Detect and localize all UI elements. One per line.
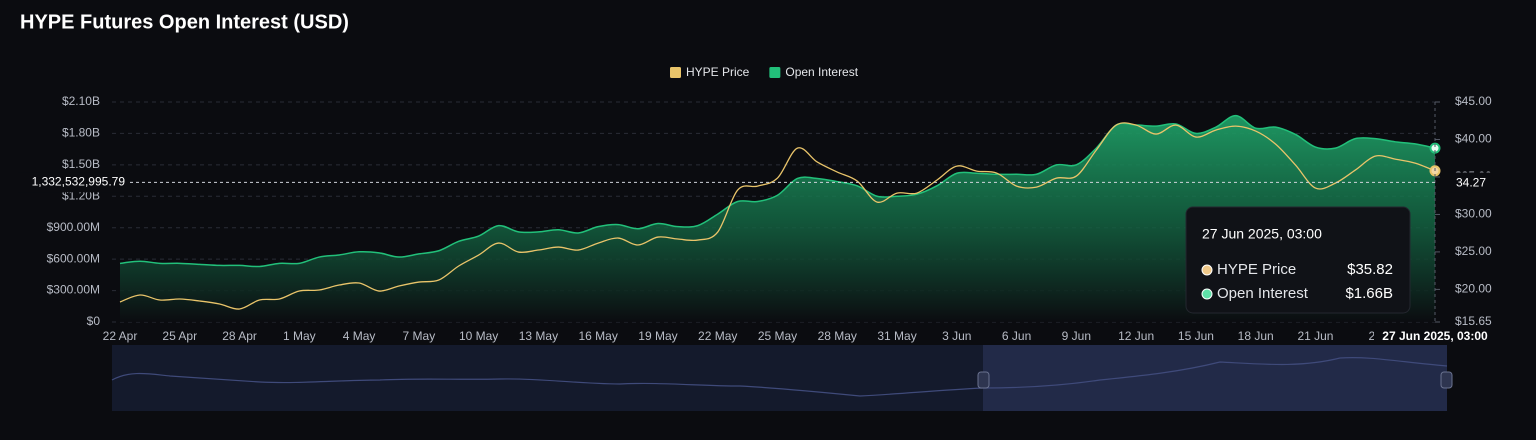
- navigator-selection[interactable]: [983, 345, 1447, 411]
- tooltip-dot: [1201, 264, 1213, 276]
- line: [119, 114, 1436, 268]
- y2-tick-label: $40.00: [1455, 132, 1492, 146]
- x-tick-label: 1 May: [283, 329, 316, 343]
- x-tick-label: 22 May: [698, 329, 737, 343]
- legend-swatch[interactable]: [670, 67, 681, 78]
- y2-tick-label: $15.65: [1455, 314, 1492, 328]
- legend-swatch[interactable]: [769, 67, 781, 78]
- x-tick-label: 13 May: [519, 329, 558, 343]
- x-tick-label: 7 May: [403, 329, 436, 343]
- y2-tick-label: $45.00: [1455, 94, 1492, 108]
- axes: $0$300.00M$600.00M$900.00M$1.20B$1.50B$1…: [18, 65, 1498, 347]
- chart-title: HYPE Futures Open Interest (USD): [20, 11, 349, 33]
- tooltip-series-name: HYPE Price: [1217, 261, 1296, 278]
- y2-tick-label: $20.00: [1455, 282, 1492, 296]
- legend: HYPE Price Open Interest: [670, 65, 859, 79]
- y-tick-label: $0: [87, 314, 101, 328]
- y-tick-label: $600.00M: [47, 251, 100, 265]
- y2-tick-label: $30.00: [1455, 207, 1492, 221]
- navigator-handle[interactable]: [1440, 371, 1453, 389]
- line: [119, 122, 1436, 310]
- crosshair-y-label: 1,332,532,995.79: [32, 175, 126, 189]
- navigator[interactable]: [111, 345, 1453, 411]
- x-tick-label: 12 Jun: [1118, 329, 1154, 343]
- crosshair-x-label-bg: [1374, 327, 1498, 347]
- x-tick-label: 22 Apr: [103, 329, 138, 343]
- tooltip-value: $35.82: [1347, 261, 1393, 278]
- legend-label[interactable]: HYPE Price: [686, 65, 750, 79]
- tooltip-dot: [1201, 288, 1213, 300]
- x-tick-label: 21 Jun: [1297, 329, 1333, 343]
- crosshair-y2-label-bg: [1448, 172, 1498, 193]
- x-tick-label: 15 Jun: [1178, 329, 1214, 343]
- area: [120, 115, 1435, 322]
- tooltip-series-name: Open Interest: [1217, 285, 1309, 302]
- x-tick-label: 18 Jun: [1238, 329, 1274, 343]
- y-tick-label: $900.00M: [47, 220, 100, 234]
- x-tick-label: 28 May: [818, 329, 857, 343]
- x-tick-label: 6 Jun: [1002, 329, 1031, 343]
- plot: [119, 114, 1441, 322]
- y-tick-label: $2.10B: [62, 94, 100, 108]
- crosshair-y2-label: 34.27: [1456, 176, 1486, 190]
- x-tick-label: 16 May: [579, 329, 618, 343]
- navigator-line: [111, 357, 1448, 397]
- y-tick-label: $1.80B: [62, 126, 100, 140]
- x-tick-label: 19 May: [638, 329, 677, 343]
- x-tick-label: 10 May: [459, 329, 498, 343]
- y-tick-label: $1.50B: [62, 157, 100, 171]
- tooltip-value: $1.66B: [1345, 285, 1393, 302]
- crosshair-y-label-bg: [18, 172, 128, 193]
- tooltip-title: 27 Jun 2025, 03:00: [1202, 226, 1322, 242]
- y2-tick-label: $25.00: [1455, 244, 1492, 258]
- x-tick-label: 25 May: [758, 329, 797, 343]
- tooltip-box: [1185, 206, 1411, 314]
- x-tick-label: 28 Apr: [222, 329, 257, 343]
- x-tick-label: 3 Jun: [942, 329, 971, 343]
- x-tick-label: 9 Jun: [1062, 329, 1091, 343]
- x-tick-label: 31 May: [877, 329, 916, 343]
- x-tick-label: 25 Apr: [162, 329, 197, 343]
- y-tick-label: $300.00M: [47, 283, 100, 297]
- crosshair-x-label: 27 Jun 2025, 03:00: [1382, 329, 1488, 343]
- tooltip: 27 Jun 2025, 03:00 HYPE Price $35.82 Open I…: [1185, 206, 1411, 314]
- legend-label[interactable]: Open Interest: [785, 65, 858, 79]
- navigator-handle[interactable]: [977, 371, 990, 389]
- x-tick-label: 4 May: [343, 329, 376, 343]
